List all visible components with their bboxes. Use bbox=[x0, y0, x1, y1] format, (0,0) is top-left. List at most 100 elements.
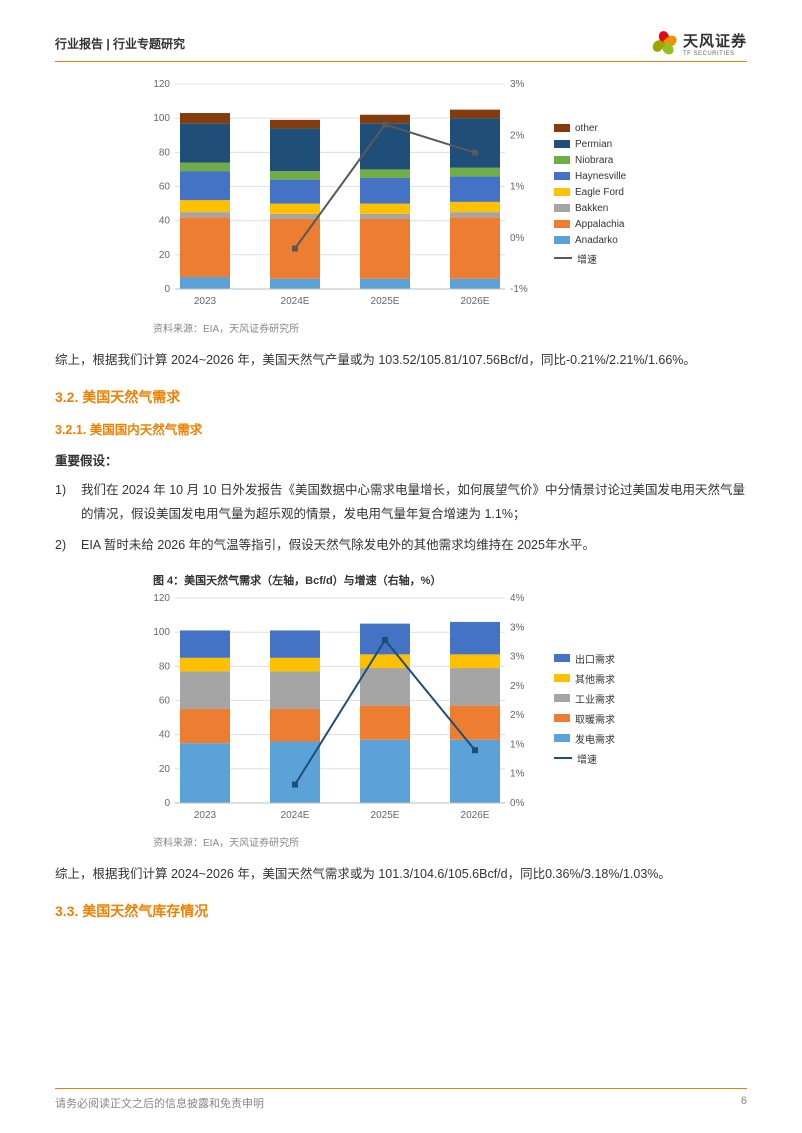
svg-text:2023: 2023 bbox=[194, 296, 217, 307]
logo-flower-icon bbox=[651, 31, 677, 57]
svg-text:1%: 1% bbox=[510, 182, 525, 193]
svg-text:3%: 3% bbox=[510, 652, 525, 663]
legend-label: 取暖需求 bbox=[575, 711, 615, 726]
list-item: 1)我们在 2024 年 10 月 10 日外发报告《美国数据中心需求电量增长，… bbox=[55, 479, 747, 527]
legend-label: Anadarko bbox=[575, 235, 618, 246]
svg-text:20: 20 bbox=[159, 764, 171, 775]
legend-item: 其他需求 bbox=[554, 671, 615, 686]
legend-label: 其他需求 bbox=[575, 671, 615, 686]
list-item-number: 1) bbox=[55, 479, 81, 527]
legend-item: Eagle Ford bbox=[554, 187, 626, 198]
legend-line-icon bbox=[554, 757, 572, 759]
svg-text:2%: 2% bbox=[510, 130, 525, 141]
assumptions-title: 重要假设： bbox=[55, 450, 747, 469]
header-category: 行业报告 | 行业专题研究 bbox=[55, 35, 185, 52]
legend-swatch bbox=[554, 204, 570, 212]
figure-4-title: 图 4：美国天然气需求（左轴，Bcf/d）与增速（右轴，%） bbox=[153, 572, 747, 588]
svg-text:2024E: 2024E bbox=[281, 296, 310, 307]
svg-text:60: 60 bbox=[159, 696, 171, 707]
legend-label: Haynesville bbox=[575, 171, 626, 182]
legend-label: 工业需求 bbox=[575, 691, 615, 706]
svg-text:0: 0 bbox=[164, 284, 170, 295]
legend-label: Bakken bbox=[575, 203, 608, 214]
legend-swatch bbox=[554, 140, 570, 148]
logo: 天风证券 TF SECURITIES bbox=[651, 30, 747, 57]
svg-text:0%: 0% bbox=[510, 233, 525, 244]
legend-swatch bbox=[554, 734, 570, 742]
svg-text:100: 100 bbox=[153, 113, 170, 124]
legend-item: 增速 bbox=[554, 251, 626, 266]
svg-text:20: 20 bbox=[159, 250, 171, 261]
svg-text:80: 80 bbox=[159, 147, 171, 158]
logo-subtitle: TF SECURITIES bbox=[683, 51, 747, 57]
svg-text:4%: 4% bbox=[510, 593, 525, 604]
list-item-text: 我们在 2024 年 10 月 10 日外发报告《美国数据中心需求电量增长，如何… bbox=[81, 479, 747, 527]
legend-swatch bbox=[554, 156, 570, 164]
legend-label: 出口需求 bbox=[575, 651, 615, 666]
legend-label: Niobrara bbox=[575, 155, 613, 166]
svg-text:2024E: 2024E bbox=[281, 810, 310, 821]
paragraph-demand-summary: 综上，根据我们计算 2024~2026 年，美国天然气需求或为 101.3/10… bbox=[55, 863, 747, 887]
svg-text:3%: 3% bbox=[510, 622, 525, 633]
legend-swatch bbox=[554, 124, 570, 132]
heading-3-2: 3.2. 美国天然气需求 bbox=[55, 387, 747, 407]
page-header: 行业报告 | 行业专题研究 天风证券 TF SECURITIES bbox=[55, 30, 747, 62]
svg-text:2026E: 2026E bbox=[461, 296, 490, 307]
list-item-text: EIA 暂时未给 2026 年的气温等指引，假设天然气除发电外的其他需求均维持在… bbox=[81, 534, 595, 558]
svg-text:1%: 1% bbox=[510, 739, 525, 750]
footer-disclaimer: 请务必阅读正文之后的信息披露和免责申明 bbox=[55, 1095, 264, 1111]
paragraph-supply-summary: 综上，根据我们计算 2024~2026 年，美国天然气产量或为 103.52/1… bbox=[55, 349, 747, 373]
assumptions-list: 1)我们在 2024 年 10 月 10 日外发报告《美国数据中心需求电量增长，… bbox=[55, 479, 747, 558]
legend-item: 出口需求 bbox=[554, 651, 615, 666]
legend-item: Permian bbox=[554, 139, 626, 150]
svg-text:2%: 2% bbox=[510, 710, 525, 721]
legend-swatch bbox=[554, 220, 570, 228]
legend-swatch bbox=[554, 236, 570, 244]
list-item: 2)EIA 暂时未给 2026 年的气温等指引，假设天然气除发电外的其他需求均维… bbox=[55, 534, 747, 558]
svg-text:120: 120 bbox=[153, 79, 170, 90]
svg-text:100: 100 bbox=[153, 627, 170, 638]
legend-swatch bbox=[554, 654, 570, 662]
legend-swatch bbox=[554, 674, 570, 682]
chart-2-legend: 出口需求其他需求工业需求取暖需求发电需求增速 bbox=[554, 651, 615, 766]
svg-text:60: 60 bbox=[159, 182, 171, 193]
legend-swatch bbox=[554, 694, 570, 702]
chart-1-legend: other Permian Niobrara Haynesville Eagle For… bbox=[554, 123, 626, 266]
chart-1-container: 020406080100120-1%0%1%2%3%20232024E2025E… bbox=[140, 74, 747, 314]
logo-text: 天风证券 bbox=[683, 30, 747, 51]
legend-item: Haynesville bbox=[554, 171, 626, 182]
page-footer: 请务必阅读正文之后的信息披露和免责申明 6 bbox=[55, 1088, 747, 1111]
legend-label: Eagle Ford bbox=[575, 187, 624, 198]
legend-swatch bbox=[554, 714, 570, 722]
svg-text:2026E: 2026E bbox=[461, 810, 490, 821]
svg-text:2023: 2023 bbox=[194, 810, 217, 821]
list-item-number: 2) bbox=[55, 534, 81, 558]
legend-swatch bbox=[554, 172, 570, 180]
chart-2: 0204060801001200%1%1%2%2%3%3%4%20232024E… bbox=[140, 588, 540, 828]
legend-item: 取暖需求 bbox=[554, 711, 615, 726]
legend-item: Bakken bbox=[554, 203, 626, 214]
heading-3-2-1: 3.2.1. 美国国内天然气需求 bbox=[55, 419, 747, 438]
svg-text:80: 80 bbox=[159, 661, 171, 672]
legend-label: 发电需求 bbox=[575, 731, 615, 746]
svg-text:-1%: -1% bbox=[510, 284, 528, 295]
svg-text:120: 120 bbox=[153, 593, 170, 604]
svg-text:2025E: 2025E bbox=[371, 810, 400, 821]
legend-item: 发电需求 bbox=[554, 731, 615, 746]
chart-2-container: 0204060801001200%1%1%2%2%3%3%4%20232024E… bbox=[140, 588, 747, 828]
svg-text:40: 40 bbox=[159, 216, 171, 227]
page-number: 6 bbox=[741, 1095, 747, 1111]
legend-line-icon bbox=[554, 257, 572, 259]
svg-text:40: 40 bbox=[159, 730, 171, 741]
chart-1: 020406080100120-1%0%1%2%3%20232024E2025E… bbox=[140, 74, 540, 314]
chart-1-source: 资料来源：EIA，天风证券研究所 bbox=[153, 320, 747, 335]
svg-text:0%: 0% bbox=[510, 798, 525, 809]
chart-2-source: 资料来源：EIA，天风证券研究所 bbox=[153, 834, 747, 849]
legend-label: other bbox=[575, 123, 598, 134]
svg-text:2025E: 2025E bbox=[371, 296, 400, 307]
svg-text:0: 0 bbox=[164, 798, 170, 809]
legend-label: Appalachia bbox=[575, 219, 624, 230]
heading-3-3: 3.3. 美国天然气库存情况 bbox=[55, 901, 747, 921]
legend-item: 工业需求 bbox=[554, 691, 615, 706]
legend-label: 增速 bbox=[577, 751, 597, 766]
